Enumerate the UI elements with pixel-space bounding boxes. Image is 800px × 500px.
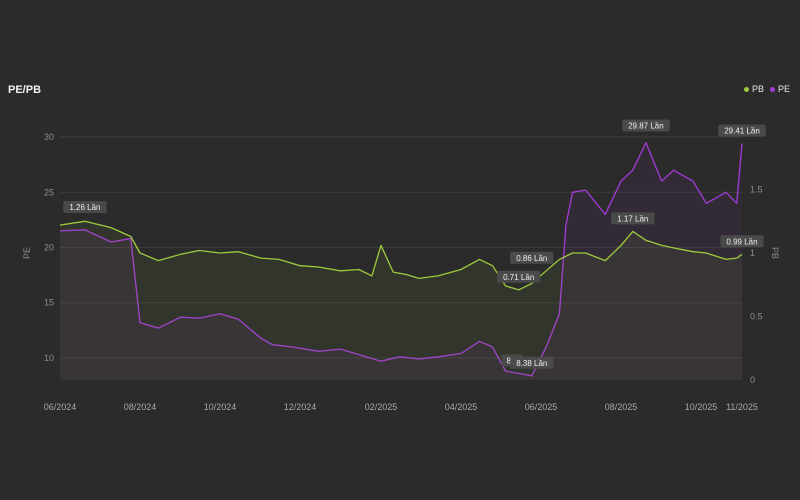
y-left-tick-label: 10 [44, 353, 54, 363]
annotation-label: 29.41 Lần [724, 127, 760, 136]
y-right-tick-label: 0.5 [750, 312, 763, 322]
annotation-badge [718, 124, 766, 137]
annotation-badge [720, 235, 764, 248]
annotation-label: 8.38 Lần [516, 359, 547, 368]
annotation-label: 0.86 Lần [516, 254, 547, 263]
x-tick-label: 08/2025 [605, 402, 638, 412]
x-tick-label: 12/2024 [284, 402, 317, 412]
annotation-badge [622, 119, 670, 132]
x-tick-label: 10/2024 [204, 402, 237, 412]
x-tick-label: 04/2025 [445, 402, 478, 412]
y-right-tick-label: 1.5 [750, 185, 763, 195]
value-annotation: 29.41 Lần [718, 124, 766, 137]
annotation-label: 1.17 Lần [617, 214, 648, 223]
y-right-axis-title: PB [770, 247, 780, 259]
x-tick-label: 08/2024 [124, 402, 157, 412]
x-tick-label: 11/2025 [726, 402, 758, 412]
annotation-label: 29.87 Lần [628, 122, 664, 131]
annotation-label: 0.71 Lần [503, 273, 534, 282]
legend-item-pe[interactable]: PE [769, 84, 790, 94]
x-tick-label: 06/2025 [525, 402, 558, 412]
y-left-axis-title: PE [22, 247, 32, 259]
legend-dot-pb [743, 86, 749, 92]
y-left-tick-label: 30 [44, 132, 54, 142]
annotation-badge [510, 356, 554, 369]
legend-dot-pe [769, 86, 775, 92]
legend-item-pb[interactable]: PB [743, 84, 764, 94]
annotation-badge [497, 270, 541, 283]
series-line-pe [59, 141, 743, 377]
annotation-badge [63, 201, 107, 213]
value-annotation: 0.99 Lần [720, 235, 764, 248]
y-left-tick-label: 25 [44, 187, 54, 197]
x-tick-label: 06/2024 [44, 402, 77, 412]
y-right-tick-label: 0 [750, 375, 755, 385]
y-right-tick-label: 1 [750, 248, 755, 258]
series-area-pe [60, 142, 742, 380]
series-area-pb [60, 221, 742, 380]
x-tick-label: 10/2025 [685, 402, 718, 412]
annotation-badge [510, 251, 554, 264]
value-annotation: 1.26 Lần [63, 201, 107, 213]
legend-label-pe: PE [777, 84, 790, 94]
chart-title: PE/PB [8, 84, 42, 96]
annotation-badge [611, 212, 655, 225]
value-annotation: 29.87 Lần [622, 119, 670, 132]
value-annotation: 0.86 Lần [510, 251, 554, 264]
legend-label-pb: PB [751, 84, 764, 94]
annotation-label: 0.99 Lần [726, 237, 757, 246]
annotation-label: 1.26 Lần [69, 203, 100, 212]
value-annotation: 1.17 Lần [611, 212, 655, 225]
value-annotation: 0.71 Lần [497, 270, 541, 283]
value-annotation: 8.38 Lần [510, 356, 554, 369]
x-tick-label: 02/2025 [365, 402, 398, 412]
chart-legend: PB PE [743, 84, 790, 94]
y-left-tick-label: 15 [44, 298, 54, 308]
y-left-tick-label: 20 [44, 242, 54, 252]
